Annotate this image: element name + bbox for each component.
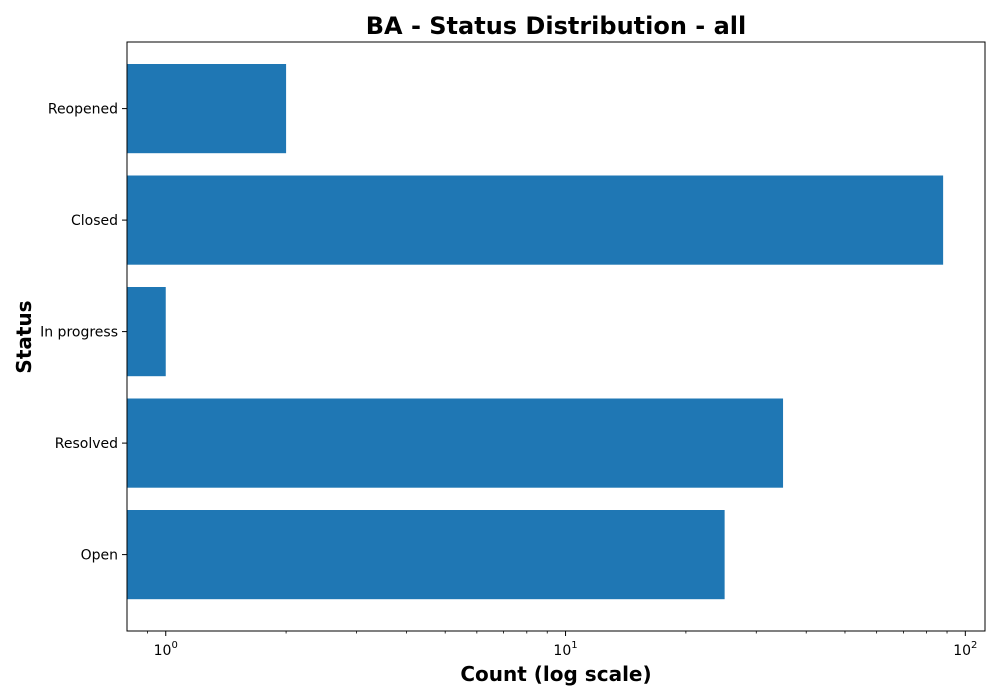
y-tick-label: In progress — [40, 325, 118, 341]
chart-title: BA - Status Distribution - all — [366, 12, 747, 40]
x-tick-label: 102 — [953, 640, 977, 659]
x-axis-ticks: 100 101 102 — [147, 631, 977, 659]
bars-group — [127, 64, 944, 600]
bar-in-progress — [127, 287, 166, 377]
y-axis-label: Status — [12, 300, 36, 373]
y-tick-label: Reopened — [48, 102, 118, 118]
x-tick-label: 100 — [154, 640, 178, 659]
y-axis-ticks: Open Resolved In progress Closed Reopened — [40, 102, 127, 564]
y-tick-label: Open — [81, 548, 118, 564]
bar-reopened — [127, 64, 287, 154]
x-axis-label: Count (log scale) — [460, 662, 651, 686]
bar-resolved — [127, 398, 784, 488]
plot-frame — [126, 41, 986, 632]
bar-open — [127, 510, 725, 600]
bar-closed — [127, 175, 944, 265]
x-tick-label: 101 — [553, 640, 577, 659]
y-tick-label: Closed — [71, 213, 118, 229]
y-tick-label: Resolved — [55, 436, 118, 452]
